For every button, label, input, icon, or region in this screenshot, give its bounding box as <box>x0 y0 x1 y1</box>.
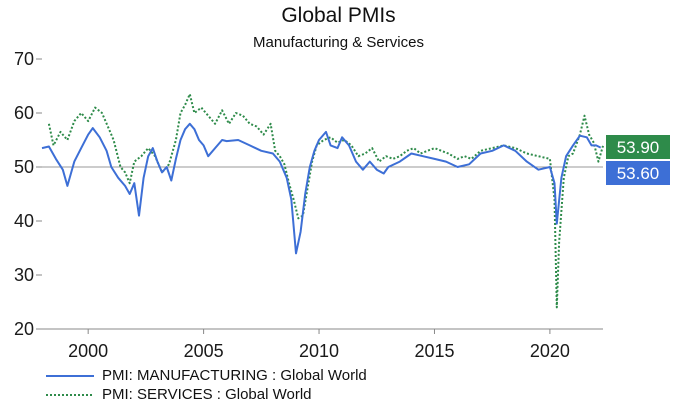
x-tick-label: 2000 <box>68 341 108 361</box>
services-end-label-box <box>606 135 670 159</box>
y-tick-label: 20 <box>14 319 34 339</box>
y-tick-label: 70 <box>14 49 34 69</box>
series-lines <box>41 93 604 309</box>
legend-label-services: PMI: SERVICES : Global World <box>102 386 312 403</box>
legend-swatch-solid <box>46 374 94 377</box>
y-tick-label: 30 <box>14 265 34 285</box>
axes: 20 30 40 50 60 70 2000 2005 2010 2015 2020 <box>14 49 603 361</box>
manufacturing-series-line <box>41 122 602 255</box>
legend-label-manufacturing: PMI: MANUFACTURING : Global World <box>102 367 367 384</box>
legend: PMI: MANUFACTURING : Global World PMI: S… <box>46 366 367 404</box>
manufacturing-end-label: 53.60 <box>617 164 660 183</box>
legend-item-manufacturing: PMI: MANUFACTURING : Global World <box>46 366 367 385</box>
services-series-line <box>47 93 604 309</box>
y-tick-label: 60 <box>14 103 34 123</box>
services-end-label: 53.90 <box>617 138 660 157</box>
end-value-labels: 53.90 53.60 <box>606 135 670 185</box>
x-tick-label: 2005 <box>184 341 224 361</box>
legend-swatch-dotted <box>46 393 94 396</box>
x-tick-label: 2020 <box>530 341 570 361</box>
y-tick-label: 40 <box>14 211 34 231</box>
y-tick-label: 50 <box>14 157 34 177</box>
manufacturing-end-label-box <box>606 161 670 185</box>
x-tick-label: 2010 <box>299 341 339 361</box>
chart-subtitle: Manufacturing & Services <box>253 34 424 51</box>
x-tick-label: 2015 <box>414 341 454 361</box>
legend-item-services: PMI: SERVICES : Global World <box>46 385 367 404</box>
chart-title: Global PMIs <box>281 4 396 27</box>
